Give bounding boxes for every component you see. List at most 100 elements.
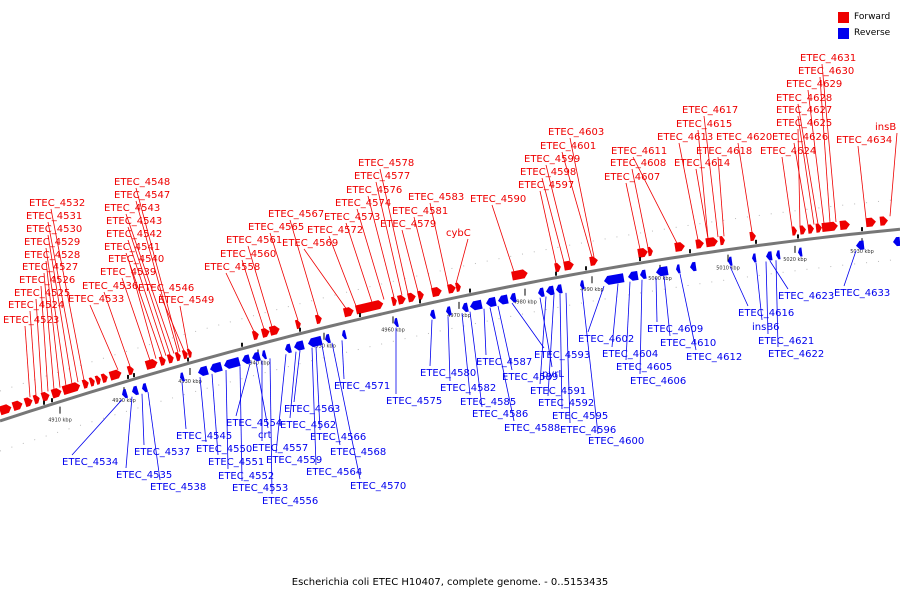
reverse-label-leader [843, 250, 857, 287]
forward-label: ETEC_4547 [114, 190, 170, 201]
reverse-label: ETEC_4606 [630, 376, 686, 387]
forward-label-leader [737, 142, 753, 233]
reverse-label: ETEC_4586 [472, 409, 528, 420]
forward-gene [695, 239, 704, 249]
forward-label: ETEC_4542 [106, 229, 162, 240]
forward-gene [23, 397, 33, 408]
forward-gene [815, 223, 822, 233]
forward-label: cybC [446, 228, 471, 239]
forward-gene [0, 404, 12, 416]
reverse-label: crt [258, 430, 272, 441]
reverse-gene [132, 385, 140, 396]
reverse-gene [470, 299, 483, 311]
reverse-label: ETEC_4538 [150, 482, 206, 493]
forward-gene [390, 296, 397, 307]
marker-block [241, 342, 243, 347]
forward-gene [108, 369, 122, 381]
reverse-label-leader [769, 260, 789, 290]
forward-label-leader [797, 115, 815, 225]
legend-forward: Forward [838, 9, 890, 25]
forward-label-leader [455, 238, 469, 284]
reverse-label: ETEC_4545 [176, 431, 232, 442]
forward-label: ETEC_4527 [22, 262, 78, 273]
forward-label: ETEC_4577 [354, 171, 410, 182]
forward-label: ETEC_4536 [82, 281, 138, 292]
reverse-gene [498, 294, 509, 305]
forward-label: ETEC_4567 [268, 209, 324, 220]
reverse-gene [285, 343, 292, 354]
forward-label-leader [179, 305, 189, 350]
reverse-label: ETEC_4596 [560, 425, 616, 436]
forward-label: ETEC_4611 [611, 146, 667, 157]
reverse-label-leader [539, 296, 547, 385]
reverse-label: ETEC_4553 [232, 483, 288, 494]
reverse-label: ETEC_4609 [647, 324, 703, 335]
tick-label: 4910 kbp [48, 418, 72, 424]
forward-gene [589, 256, 598, 266]
forward-label: ETEC_4599 [524, 154, 580, 165]
forward-label-leader [781, 156, 793, 228]
forward-label-leader [695, 168, 709, 239]
reverse-gene [430, 309, 436, 320]
reverse-gene [538, 287, 545, 297]
reverse-gene [486, 296, 497, 307]
reverse-label-leader [341, 340, 345, 380]
reverse-label-leader [765, 261, 769, 335]
reverse-gene [676, 264, 681, 274]
legend-forward-swatch [838, 11, 849, 23]
forward-gene [791, 226, 797, 236]
marker-block [419, 299, 421, 304]
forward-label: ETEC_4541 [104, 242, 160, 253]
reverse-label-leader [639, 279, 643, 375]
reverse-label: ETEC_4575 [386, 396, 442, 407]
forward-label: ETEC_4546 [138, 283, 194, 294]
forward-label: ETEC_4565 [248, 222, 304, 233]
reverse-label-leader [269, 358, 273, 495]
reverse-label-leader [211, 373, 219, 456]
forward-label: ETEC_4631 [800, 53, 856, 64]
forward-label-leader [857, 145, 867, 219]
forward-label: ETEC_4560 [220, 249, 276, 260]
forward-gene [88, 377, 95, 387]
reverse-label-leader [71, 399, 123, 456]
legend-reverse-swatch [838, 27, 849, 39]
forward-label: ETEC_4569 [282, 238, 338, 249]
forward-label-leader [345, 222, 373, 303]
forward-label-leader [356, 208, 385, 300]
forward-label-leader [289, 219, 319, 316]
forward-gene [166, 354, 174, 364]
forward-label: ETEC_4540 [108, 254, 164, 265]
forward-label: ETEC_4526 [19, 275, 75, 286]
forward-label-leader [247, 245, 273, 327]
reverse-label: ETEC_4593 [534, 350, 590, 361]
forward-gene [554, 262, 561, 273]
forward-gene [455, 282, 461, 292]
reverse-label-leader [559, 293, 563, 410]
forward-label-leader [793, 142, 809, 226]
forward-label-leader [24, 325, 31, 398]
reverse-label-leader [565, 292, 571, 424]
forward-label-leader [632, 156, 678, 244]
reverse-gene [656, 266, 669, 277]
forward-label: ETEC_4561 [226, 235, 282, 246]
forward-label: ETEC_4574 [335, 198, 391, 209]
reverse-label-leader [587, 285, 605, 333]
reverse-label-leader [539, 297, 553, 368]
reverse-label: ETEC_4600 [588, 436, 644, 447]
forward-label-leader [89, 304, 119, 371]
reverse-label-leader [239, 366, 243, 482]
reverse-gene [252, 351, 261, 362]
reverse-label-leader [199, 377, 207, 443]
forward-gene [40, 391, 50, 402]
reverse-gene [893, 236, 900, 247]
forward-gene [865, 217, 876, 228]
reverse-gene [546, 285, 555, 296]
reverse-label: ETEC_4564 [306, 467, 362, 478]
forward-label-leader [429, 202, 449, 286]
forward-gene [807, 224, 814, 234]
tick-label: 4940 kbp [246, 361, 270, 367]
reverse-label: ETEC_4566 [310, 432, 366, 443]
reverse-label-leader [321, 345, 341, 446]
forward-label: ETEC_4531 [26, 211, 82, 222]
